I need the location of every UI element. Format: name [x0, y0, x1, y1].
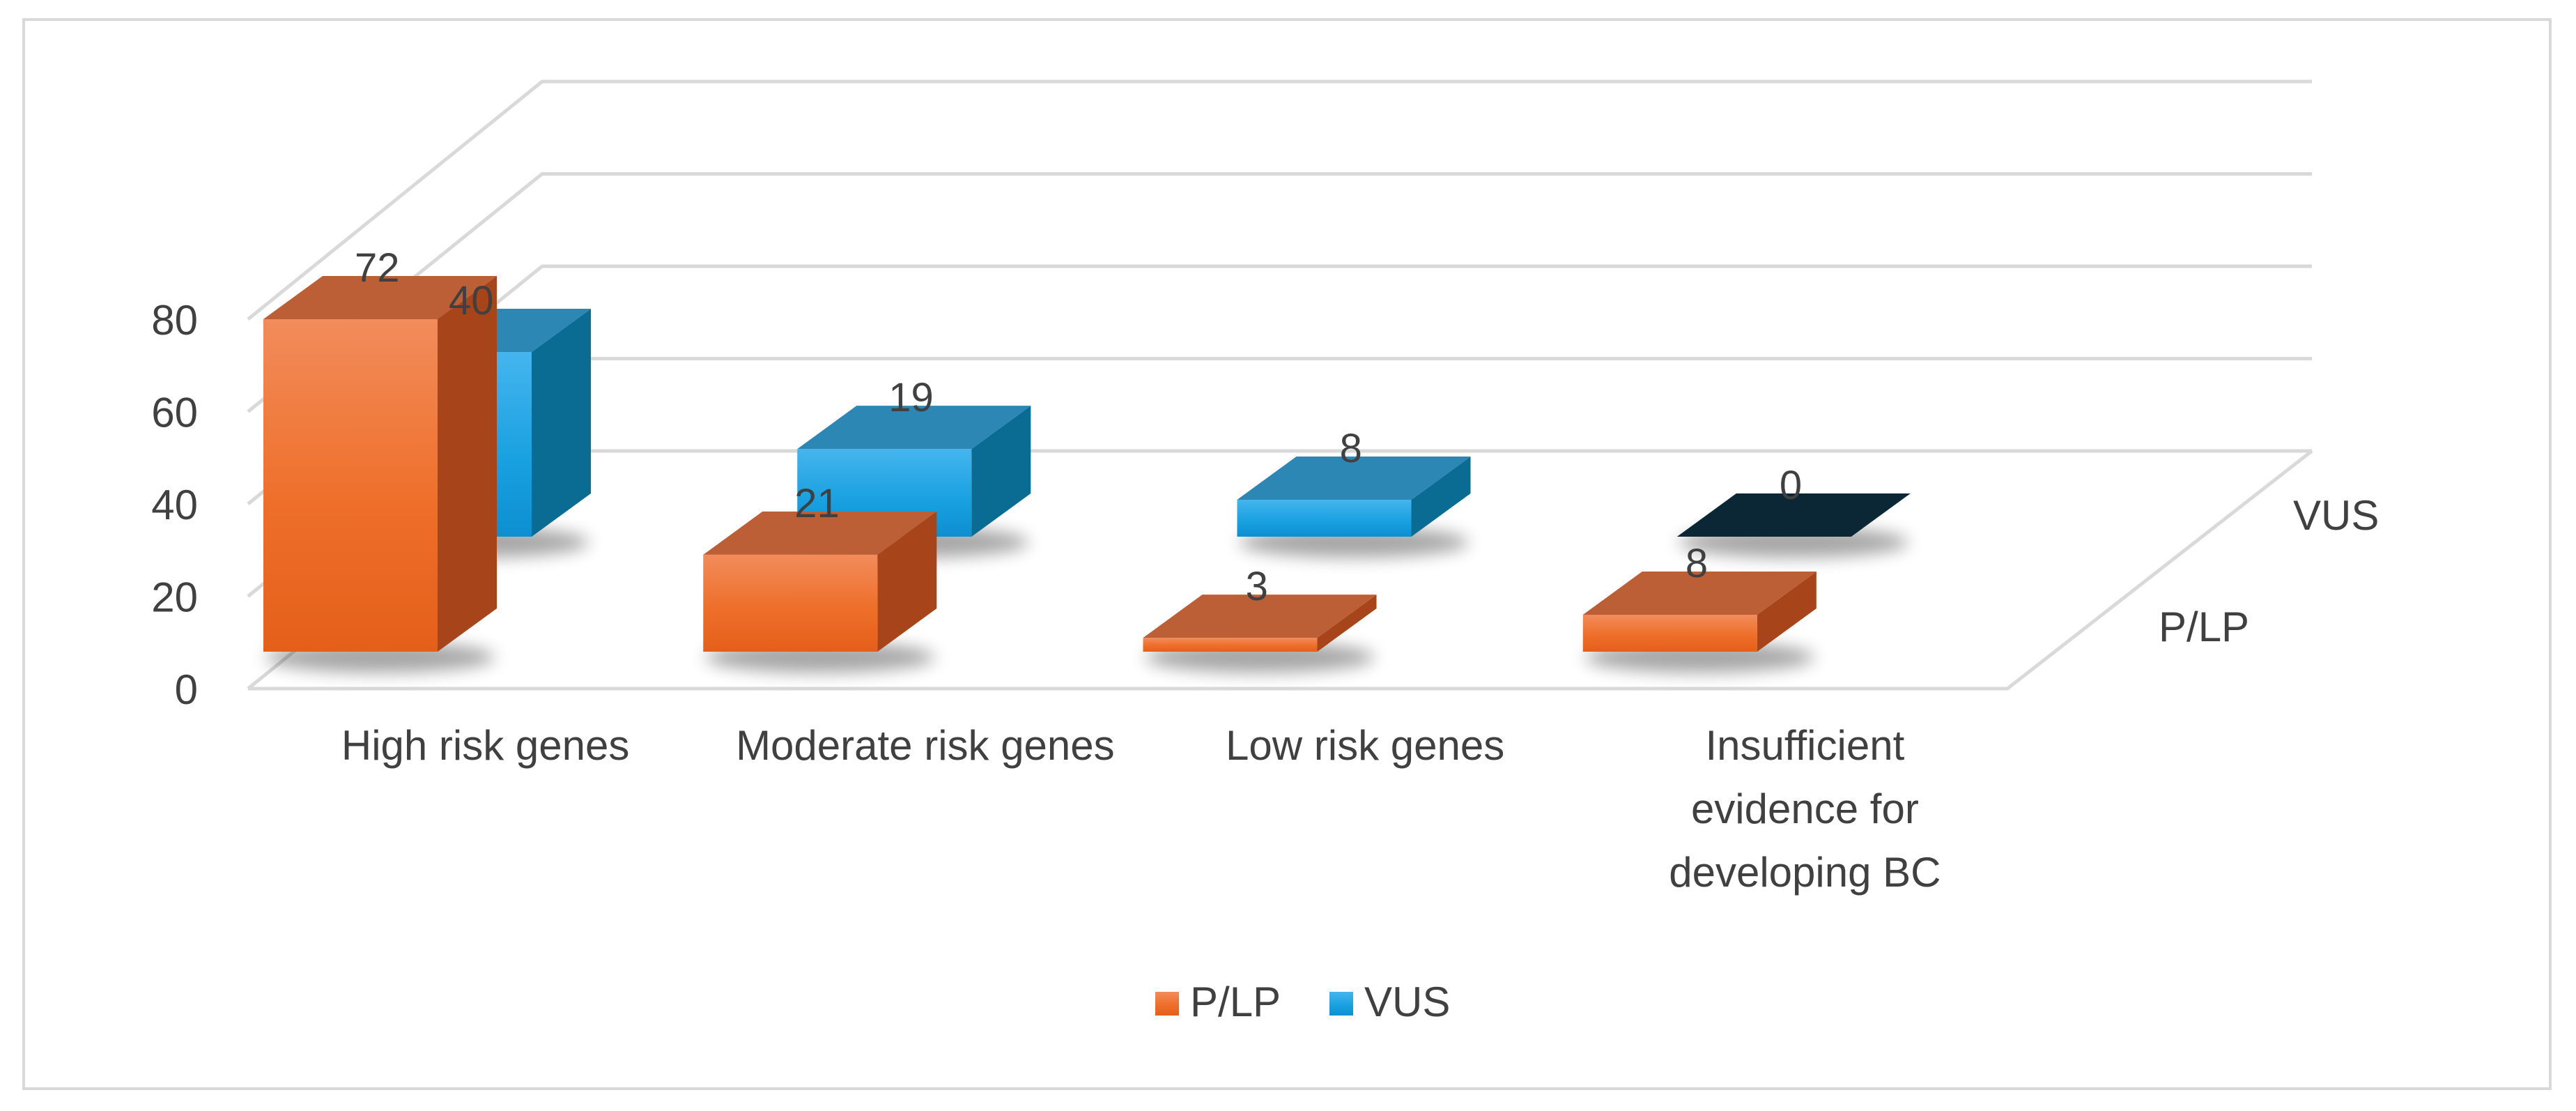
legend-label: P/LP	[1190, 979, 1281, 1025]
legend-label: VUS	[1364, 979, 1450, 1025]
bar-vus-low-risk-genes	[1237, 457, 1471, 558]
bar-side-face	[1757, 572, 1817, 652]
bar-side-face	[1317, 595, 1377, 652]
data-label-p-lp-high-risk-genes: 72	[355, 245, 400, 291]
bar-front-face	[703, 554, 878, 652]
category-label-high-risk-genes: High risk genes	[341, 722, 630, 769]
gridline-80	[247, 79, 2312, 321]
legend-item-p-lp: P/LP	[1155, 979, 1281, 1025]
legend-item-vus: VUS	[1329, 979, 1450, 1025]
bar-front-face	[1237, 500, 1412, 537]
bar-top-face	[703, 511, 937, 555]
bars	[263, 276, 1911, 673]
y-tick-label: 80	[151, 297, 198, 344]
bar-top-face	[1582, 572, 1817, 615]
depth-label-vus: VUS	[2293, 492, 2379, 539]
bar-p-lp-insufficient-evidence-for-developing-bc	[1582, 572, 1817, 673]
legend: P/LP VUS	[1155, 979, 1450, 1025]
legend-swatch	[1329, 992, 1353, 1016]
bar-top-face	[1237, 457, 1471, 500]
bar-side-face	[877, 511, 937, 652]
bar-p-lp-low-risk-genes	[1143, 595, 1377, 673]
data-labels: 40 19 8 0 72 21 3 8	[355, 245, 1802, 609]
data-label-p-lp-moderate-risk-genes: 21	[794, 481, 840, 526]
y-tick-label: 40	[151, 482, 198, 528]
bar-vus-insufficient-evidence-for-developing-bc	[1676, 493, 1911, 558]
data-label-vus-moderate-risk-genes: 19	[888, 375, 934, 420]
floor-edge	[248, 450, 2313, 691]
depth-label-p-lp: P/LP	[2159, 604, 2249, 650]
y-tick-label: 20	[151, 574, 198, 621]
data-label-vus-high-risk-genes: 40	[449, 278, 494, 323]
bar-front-face	[1143, 638, 1318, 652]
bar-top-face	[1143, 595, 1377, 638]
bar-p-lp-moderate-risk-genes	[703, 511, 937, 673]
bar-top-face	[797, 406, 1031, 450]
legend-swatch	[1155, 992, 1179, 1016]
y-axis-ticks: 0 20 40 60 80	[151, 297, 198, 713]
data-label-p-lp-insufficient-evidence-for-developing-bc: 8	[1686, 541, 1708, 586]
bar-front-face	[263, 319, 438, 652]
bar-top-face	[263, 276, 497, 319]
data-label-p-lp-low-risk-genes: 3	[1246, 564, 1268, 609]
bar-side-face	[971, 406, 1031, 537]
chart-frame: 0 20 40 60 80 P/LP VUS 40 19 8 0 72 21 3 8 High risk…	[22, 18, 2552, 1090]
category-label-moderate-risk-genes: Moderate risk genes	[736, 722, 1115, 769]
bar-front-face	[1582, 615, 1757, 652]
data-label-vus-insufficient-evidence-for-developing-bc: 0	[1780, 463, 1802, 508]
bar-top-face	[1676, 493, 1911, 537]
y-tick-label: 60	[151, 390, 198, 436]
category-label-insufficient-evidence-for-developing-bc: Insufficient evidence for developing BC	[1669, 722, 1941, 896]
data-label-vus-low-risk-genes: 8	[1340, 426, 1362, 471]
depth-axis-labels: P/LP VUS	[2159, 492, 2379, 650]
bar-side-face	[438, 276, 497, 652]
category-label-low-risk-genes: Low risk genes	[1226, 722, 1504, 769]
category-labels: High risk genes Moderate risk genes Low ri…	[341, 722, 1941, 896]
bar-side-face	[532, 309, 591, 537]
bar-p-lp-high-risk-genes	[263, 276, 497, 673]
bar-side-face	[1411, 457, 1471, 537]
y-tick-label: 0	[175, 666, 198, 713]
